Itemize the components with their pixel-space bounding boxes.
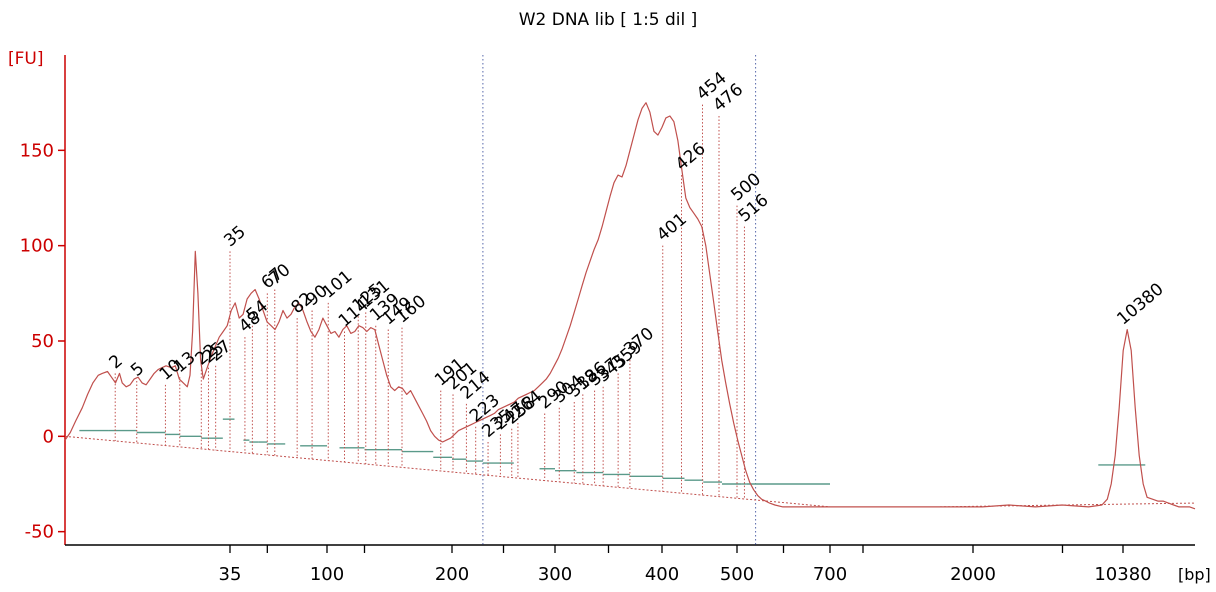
y-tick-label: 100 <box>20 236 54 257</box>
axes: -50 0 50 100 150 35 100 200 300 400 500 700 2000 1038… <box>20 55 1195 585</box>
peak-droplines <box>114 104 745 499</box>
trace-line <box>64 102 1196 510</box>
peak-label: 401 <box>653 209 691 245</box>
y-tick-label: 50 <box>31 331 54 352</box>
x-tick-label: 300 <box>538 564 572 585</box>
baseline-layer <box>64 418 1196 508</box>
peak-label: 10380 <box>1113 279 1167 329</box>
peak-label: 426 <box>672 139 710 175</box>
x-tick-label: 10380 <box>1094 564 1151 585</box>
peak-label: 5 <box>127 359 148 381</box>
x-tick-label: 700 <box>813 564 847 585</box>
y-tick-label: -50 <box>25 522 54 543</box>
y-tick-label: 150 <box>20 140 54 161</box>
peak-label: 35 <box>220 222 249 251</box>
chart-title: W2 DNA lib [ 1:5 dil ] <box>519 10 698 30</box>
x-tick-label: 2000 <box>950 564 996 585</box>
trace-layer <box>64 102 1196 510</box>
x-tick-label: 100 <box>310 564 344 585</box>
x-axis-label: [bp] <box>1178 565 1211 584</box>
x-tick-label: 400 <box>645 564 679 585</box>
peak-baseline-tail <box>939 502 1196 508</box>
y-axis-label: [FU] <box>8 49 44 69</box>
y-tick-label: 0 <box>43 426 54 447</box>
x-tick-label: 500 <box>720 564 754 585</box>
x-tick-label: 200 <box>435 564 469 585</box>
peak-label: 2 <box>106 351 127 373</box>
x-tick-label: 35 <box>219 564 242 585</box>
peak-baseline <box>64 435 831 508</box>
